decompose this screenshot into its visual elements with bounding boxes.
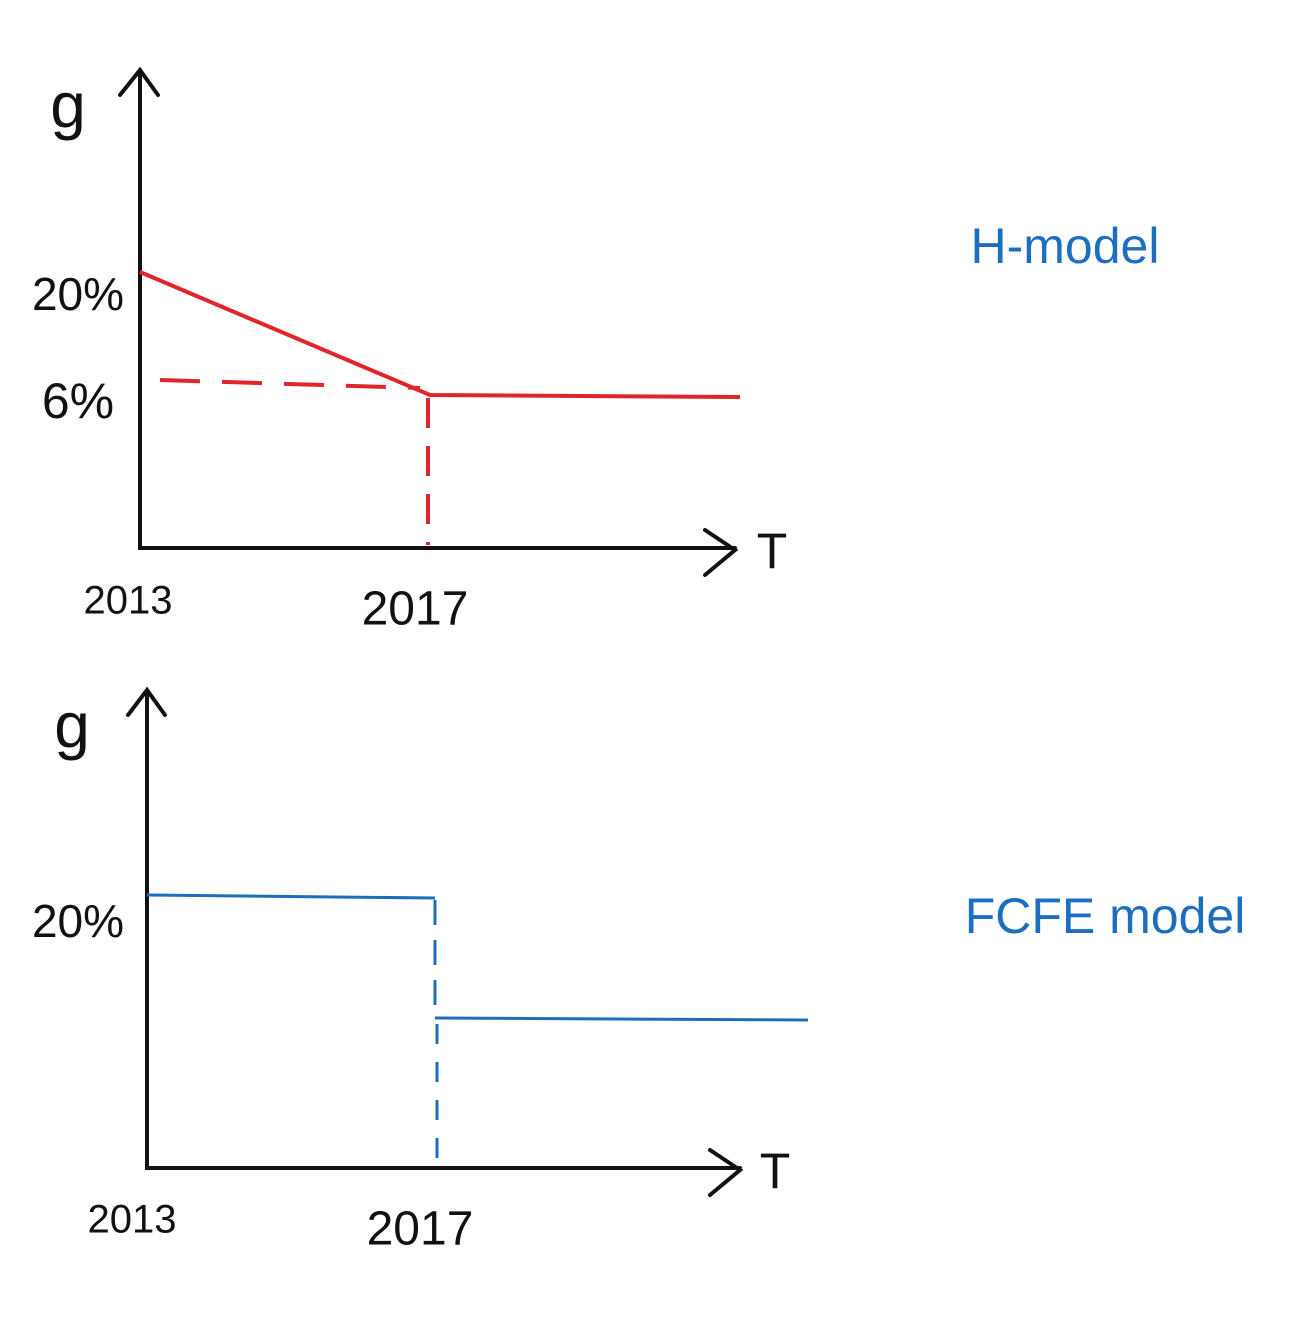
y-mark: 6% <box>42 373 114 429</box>
y-mark: 20% <box>32 268 124 320</box>
growth-path <box>146 893 436 900</box>
panel-title: FCFE model <box>965 888 1246 944</box>
y-label: g <box>54 689 90 761</box>
growth-path <box>139 270 741 399</box>
panel-title: H-model <box>971 218 1160 274</box>
y-mark: 20% <box>32 895 124 947</box>
x-mark: 2017 <box>362 583 469 636</box>
growth-path <box>434 1016 809 1022</box>
x-label: T <box>760 1143 791 1199</box>
y-label: g <box>50 69 86 141</box>
x-mark: 2013 <box>88 1198 177 1242</box>
axes <box>126 686 744 1197</box>
x-mark: 2013 <box>84 579 173 623</box>
x-label: T <box>757 523 788 579</box>
panel-fcfe-model: g 20% 2013 2017 T FCFE model <box>32 686 1246 1256</box>
guide-dash <box>159 378 421 390</box>
x-mark: 2017 <box>367 1203 474 1256</box>
panel-h-model: g 20% 6% 2013 2017 T H-model <box>32 66 1160 636</box>
axes <box>118 66 739 577</box>
